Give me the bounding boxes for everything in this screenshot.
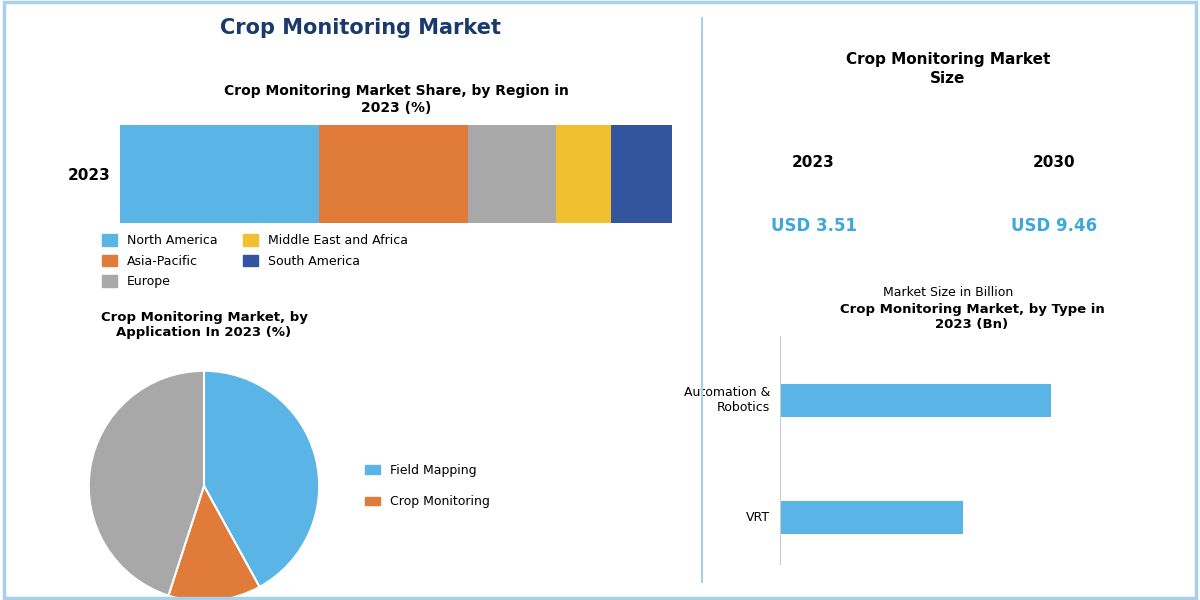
- Bar: [120, 125, 319, 223]
- Text: Crop Monitoring Market
Size: Crop Monitoring Market Size: [846, 52, 1050, 86]
- Title: Crop Monitoring Market, by
Application In 2023 (%): Crop Monitoring Market, by Application I…: [101, 311, 307, 340]
- Bar: [556, 125, 611, 223]
- Wedge shape: [89, 371, 204, 596]
- Wedge shape: [204, 371, 319, 587]
- Text: Crop Monitoring Market: Crop Monitoring Market: [220, 18, 500, 38]
- Bar: [468, 125, 556, 223]
- Title: Crop Monitoring Market, by Type in
2023 (Bn): Crop Monitoring Market, by Type in 2023 …: [840, 302, 1104, 331]
- Bar: [780, 501, 964, 533]
- Bar: [780, 384, 1050, 416]
- Legend: North America, Asia-Pacific, Europe, Middle East and Africa, South America: North America, Asia-Pacific, Europe, Mid…: [102, 234, 408, 288]
- Wedge shape: [168, 486, 259, 600]
- Bar: [611, 125, 672, 223]
- Text: 2023: 2023: [792, 155, 835, 170]
- Bar: [319, 125, 468, 223]
- Title: Crop Monitoring Market Share, by Region in
2023 (%): Crop Monitoring Market Share, by Region …: [223, 85, 569, 115]
- Text: 2030: 2030: [1032, 155, 1075, 170]
- Text: USD 3.51: USD 3.51: [770, 217, 857, 235]
- Legend: Field Mapping, Crop Monitoring: Field Mapping, Crop Monitoring: [360, 458, 494, 514]
- Text: Market Size in Billion: Market Size in Billion: [883, 286, 1013, 299]
- Text: USD 9.46: USD 9.46: [1010, 217, 1097, 235]
